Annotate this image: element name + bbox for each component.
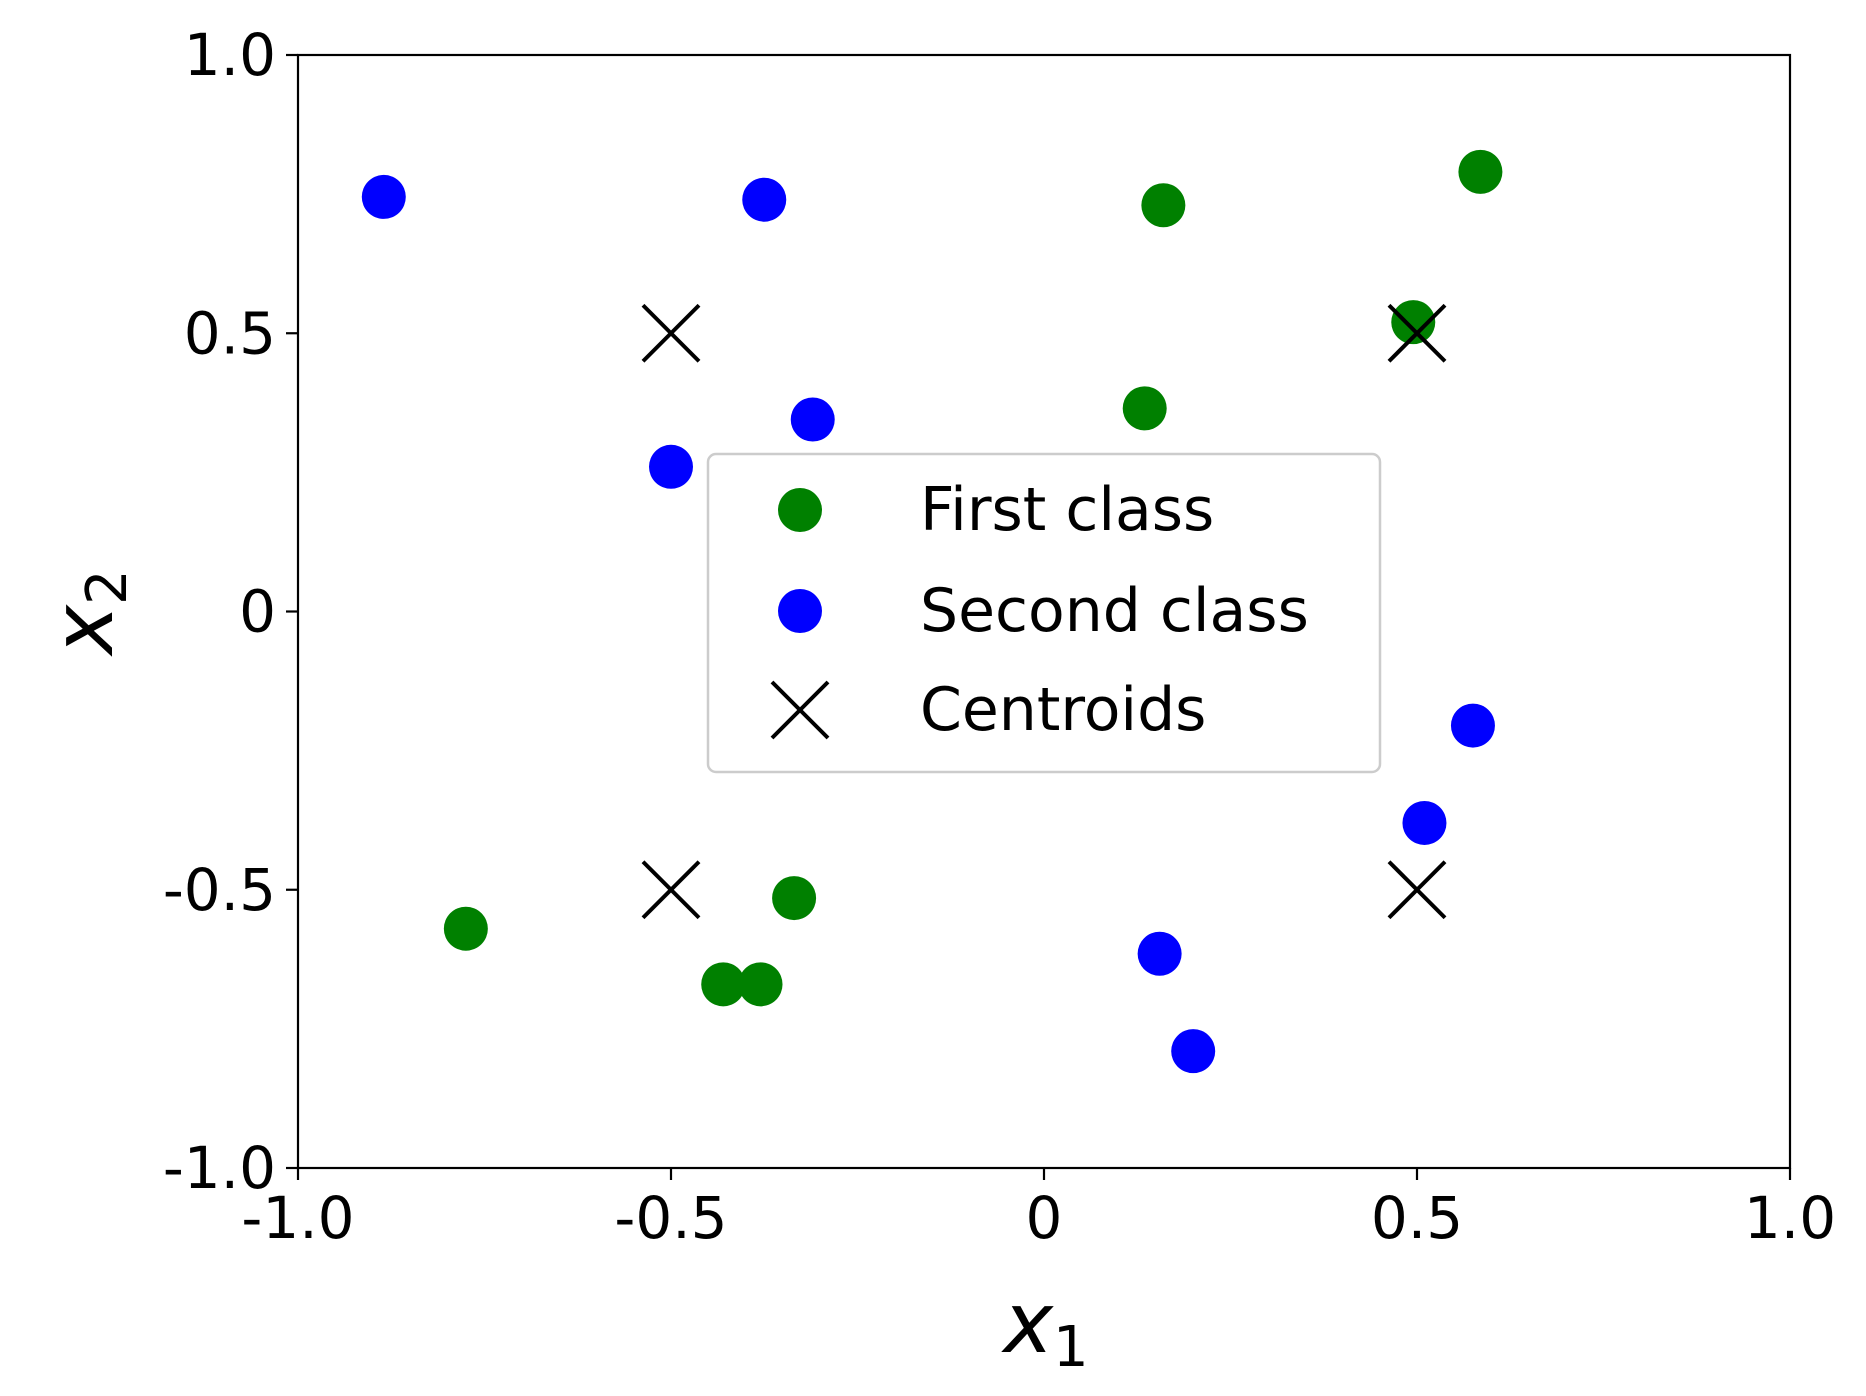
data-point-centroids xyxy=(641,303,701,363)
data-point-second-class xyxy=(1137,931,1182,976)
legend-marker-centroids xyxy=(770,680,830,740)
data-point-second-class xyxy=(649,444,693,489)
data-point-first-class xyxy=(701,962,746,1007)
legend-frame xyxy=(706,452,1382,774)
legend-marker-first-class xyxy=(778,488,822,532)
data-point-first-class xyxy=(1141,183,1186,228)
series-first-class xyxy=(443,149,1503,1007)
data-point-first-class xyxy=(738,962,783,1007)
data-point-first-class xyxy=(1458,149,1503,194)
x-axis-label-subscript: 1 xyxy=(1053,1315,1089,1380)
data-point-second-class xyxy=(361,174,406,219)
legend: First class Second class Centroids xyxy=(706,452,1382,774)
data-point-centroids xyxy=(1387,860,1447,920)
series-centroids xyxy=(641,303,1447,920)
legend-label-centroids: Centroids xyxy=(920,675,1206,745)
x-axis-label: x1 xyxy=(1000,1274,1088,1380)
data-point-second-class xyxy=(790,397,835,442)
data-point-first-class xyxy=(443,906,488,951)
data-point-second-class xyxy=(1402,800,1447,845)
data-point-centroids xyxy=(641,860,701,920)
data-point-centroids xyxy=(1387,303,1447,363)
x-tick-label: 1.0 xyxy=(1744,1184,1836,1252)
data-point-second-class xyxy=(1171,1029,1216,1074)
x-tick-label: -1.0 xyxy=(241,1184,354,1252)
x-tick-label: 0.5 xyxy=(1371,1184,1463,1252)
data-point-second-class xyxy=(1450,703,1495,748)
legend-label-second-class: Second class xyxy=(920,576,1309,646)
legend-marker-second-class xyxy=(778,589,822,633)
y-tick-label: -0.5 xyxy=(163,856,276,924)
data-point-first-class xyxy=(1391,300,1436,345)
y-tick-label: 0 xyxy=(239,578,276,646)
legend-label-first-class: First class xyxy=(920,475,1214,545)
data-point-second-class xyxy=(742,177,787,222)
y-axis-label-subscript: 2 xyxy=(75,569,140,605)
data-point-first-class xyxy=(772,876,817,921)
series-second-class xyxy=(361,174,1495,1074)
x-tick-label: 0 xyxy=(1026,1184,1063,1252)
data-point-first-class xyxy=(1122,386,1167,431)
y-axis-label: x2 xyxy=(34,569,140,657)
y-axis-label-main: x xyxy=(34,604,132,658)
x-tick-label: -0.5 xyxy=(614,1184,727,1252)
y-tick-label: 1.0 xyxy=(184,21,276,89)
x-axis-label-main: x xyxy=(1000,1274,1054,1372)
y-tick-label: 0.5 xyxy=(184,299,276,367)
y-tick-label: -1.0 xyxy=(163,1134,276,1202)
